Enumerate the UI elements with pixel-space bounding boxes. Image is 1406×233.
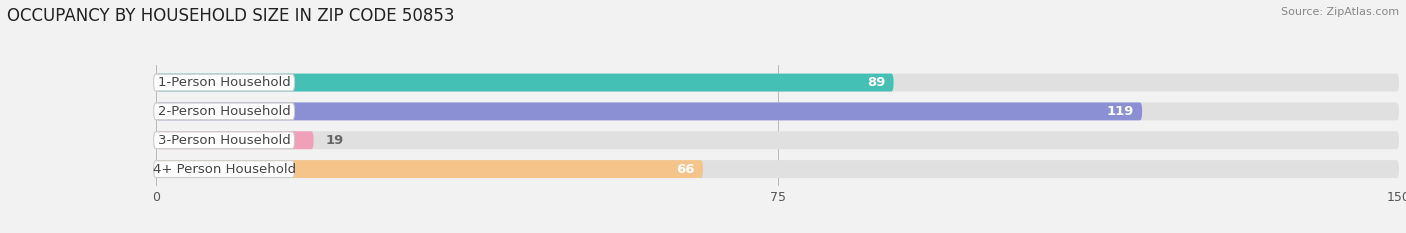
FancyBboxPatch shape (156, 103, 1142, 120)
FancyBboxPatch shape (156, 103, 1399, 120)
FancyBboxPatch shape (156, 160, 703, 178)
Text: 119: 119 (1107, 105, 1133, 118)
FancyBboxPatch shape (153, 103, 294, 120)
Text: 19: 19 (326, 134, 344, 147)
Text: 2-Person Household: 2-Person Household (157, 105, 291, 118)
Text: 89: 89 (868, 76, 886, 89)
FancyBboxPatch shape (153, 74, 294, 91)
FancyBboxPatch shape (156, 160, 1399, 178)
Text: Source: ZipAtlas.com: Source: ZipAtlas.com (1281, 7, 1399, 17)
FancyBboxPatch shape (156, 131, 1399, 149)
Text: 4+ Person Household: 4+ Person Household (152, 163, 295, 176)
FancyBboxPatch shape (156, 131, 314, 149)
FancyBboxPatch shape (153, 132, 294, 149)
Text: 66: 66 (676, 163, 695, 176)
Text: 3-Person Household: 3-Person Household (157, 134, 291, 147)
FancyBboxPatch shape (156, 74, 1399, 92)
FancyBboxPatch shape (156, 74, 894, 92)
Text: 1-Person Household: 1-Person Household (157, 76, 291, 89)
FancyBboxPatch shape (153, 161, 294, 178)
Text: OCCUPANCY BY HOUSEHOLD SIZE IN ZIP CODE 50853: OCCUPANCY BY HOUSEHOLD SIZE IN ZIP CODE … (7, 7, 454, 25)
